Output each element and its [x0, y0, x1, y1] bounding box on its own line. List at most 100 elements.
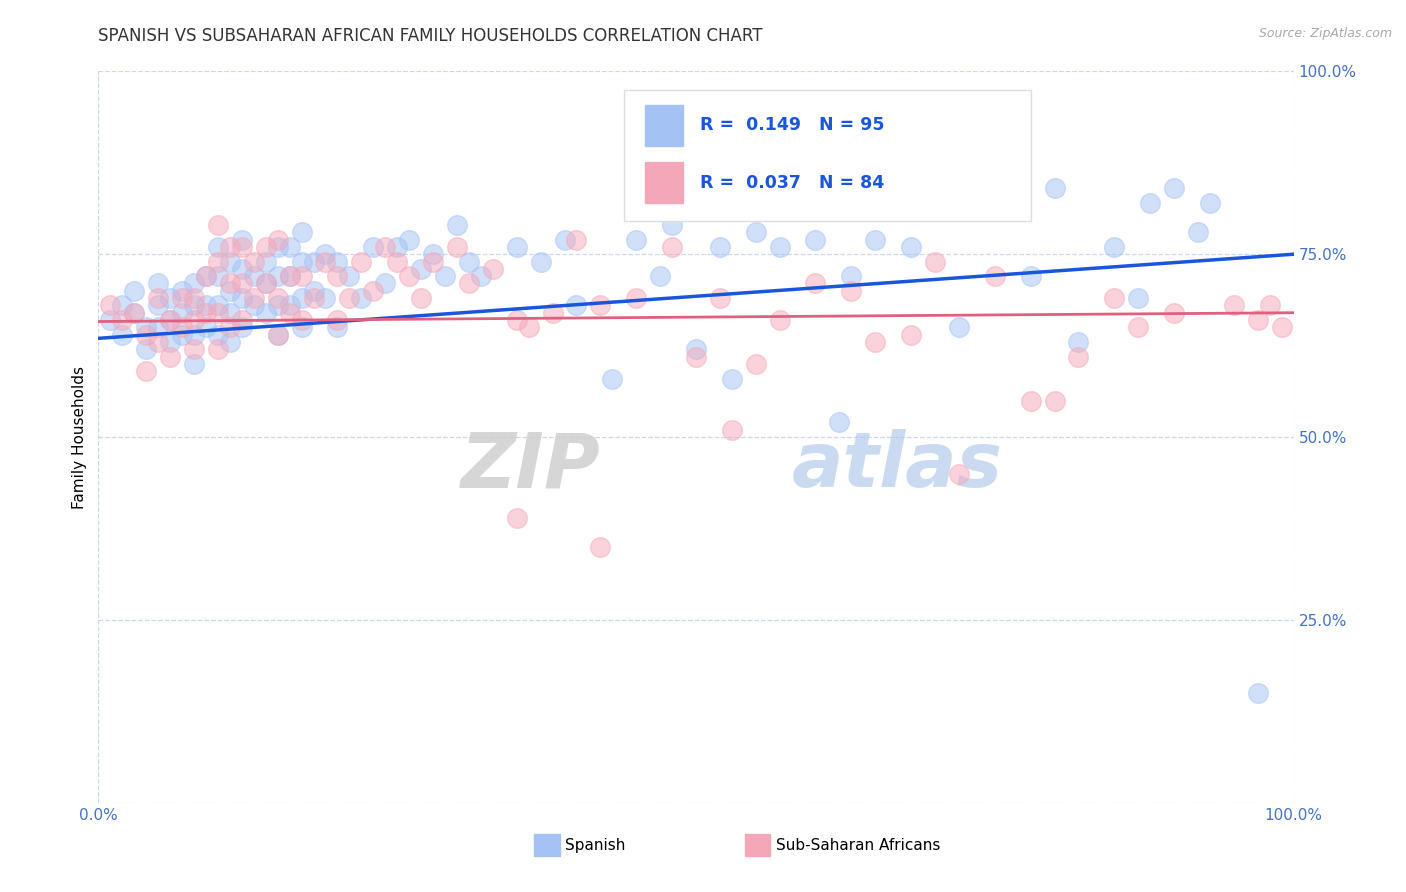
Point	[458, 277, 481, 291]
Point	[768, 240, 790, 254]
Point	[278, 298, 301, 312]
Point	[1163, 181, 1185, 195]
Point	[267, 233, 290, 247]
Point	[315, 291, 337, 305]
Point	[254, 254, 277, 268]
Point	[302, 254, 325, 268]
Point	[1199, 196, 1222, 211]
Point	[517, 320, 540, 334]
Point	[458, 254, 481, 268]
Point	[865, 233, 887, 247]
Point	[195, 269, 218, 284]
Point	[841, 269, 863, 284]
Point	[135, 364, 157, 378]
Point	[278, 240, 301, 254]
Point	[709, 291, 731, 305]
Point	[207, 269, 229, 284]
Point	[446, 240, 468, 254]
Point	[195, 320, 218, 334]
Point	[374, 240, 396, 254]
Point	[183, 313, 205, 327]
Point	[602, 371, 624, 385]
Point	[278, 269, 301, 284]
Point	[530, 254, 553, 268]
Point	[183, 343, 205, 357]
Point	[1258, 298, 1281, 312]
Text: Source: ZipAtlas.com: Source: ZipAtlas.com	[1258, 27, 1392, 40]
Point	[291, 225, 314, 239]
Point	[1187, 225, 1209, 239]
Point	[721, 371, 744, 385]
Text: SPANISH VS SUBSAHARAN AFRICAN FAMILY HOUSEHOLDS CORRELATION CHART: SPANISH VS SUBSAHARAN AFRICAN FAMILY HOU…	[98, 27, 763, 45]
Point	[339, 291, 361, 305]
Point	[219, 277, 242, 291]
Point	[111, 313, 134, 327]
Point	[291, 269, 314, 284]
Point	[865, 334, 887, 349]
Point	[207, 306, 229, 320]
Point	[565, 298, 588, 312]
Point	[172, 306, 194, 320]
Point	[291, 313, 314, 327]
Point	[721, 423, 744, 437]
Point	[219, 334, 242, 349]
Point	[924, 196, 946, 211]
Point	[267, 291, 290, 305]
Point	[207, 327, 229, 342]
Point	[124, 284, 146, 298]
Point	[1104, 240, 1126, 254]
Point	[554, 233, 576, 247]
Point	[98, 313, 122, 327]
Point	[745, 225, 768, 239]
Point	[804, 277, 827, 291]
Point	[291, 320, 314, 334]
Point	[267, 240, 290, 254]
Text: R =  0.149   N = 95: R = 0.149 N = 95	[700, 117, 884, 135]
Point	[195, 298, 218, 312]
Point	[148, 298, 170, 312]
Point	[1043, 393, 1066, 408]
Point	[183, 298, 205, 312]
Point	[589, 298, 612, 312]
Bar	[644, 162, 683, 202]
Point	[374, 277, 396, 291]
Point	[302, 291, 325, 305]
Point	[219, 284, 242, 298]
Point	[254, 306, 277, 320]
Point	[768, 313, 790, 327]
Point	[219, 254, 242, 268]
Point	[1163, 306, 1185, 320]
Point	[231, 291, 253, 305]
Point	[828, 416, 851, 430]
Point	[183, 291, 205, 305]
Point	[148, 291, 170, 305]
Point	[506, 240, 529, 254]
Point	[243, 298, 266, 312]
Point	[709, 240, 731, 254]
Point	[302, 284, 325, 298]
Point	[1223, 298, 1246, 312]
Point	[326, 320, 349, 334]
Point	[506, 510, 529, 524]
Point	[231, 277, 253, 291]
Y-axis label: Family Households: Family Households	[72, 366, 87, 508]
Point	[111, 327, 134, 342]
Point	[231, 233, 253, 247]
Point	[243, 254, 266, 268]
Point	[135, 327, 157, 342]
Point	[243, 269, 266, 284]
Point	[291, 291, 314, 305]
Point	[207, 343, 229, 357]
Point	[267, 269, 290, 284]
Point	[183, 357, 205, 371]
Point	[254, 277, 277, 291]
Point	[172, 327, 194, 342]
Point	[984, 269, 1007, 284]
Point	[422, 247, 444, 261]
Text: ZIP: ZIP	[461, 429, 600, 503]
Point	[183, 277, 205, 291]
Point	[900, 240, 922, 254]
Point	[124, 306, 146, 320]
Point	[541, 306, 564, 320]
Point	[446, 218, 468, 232]
